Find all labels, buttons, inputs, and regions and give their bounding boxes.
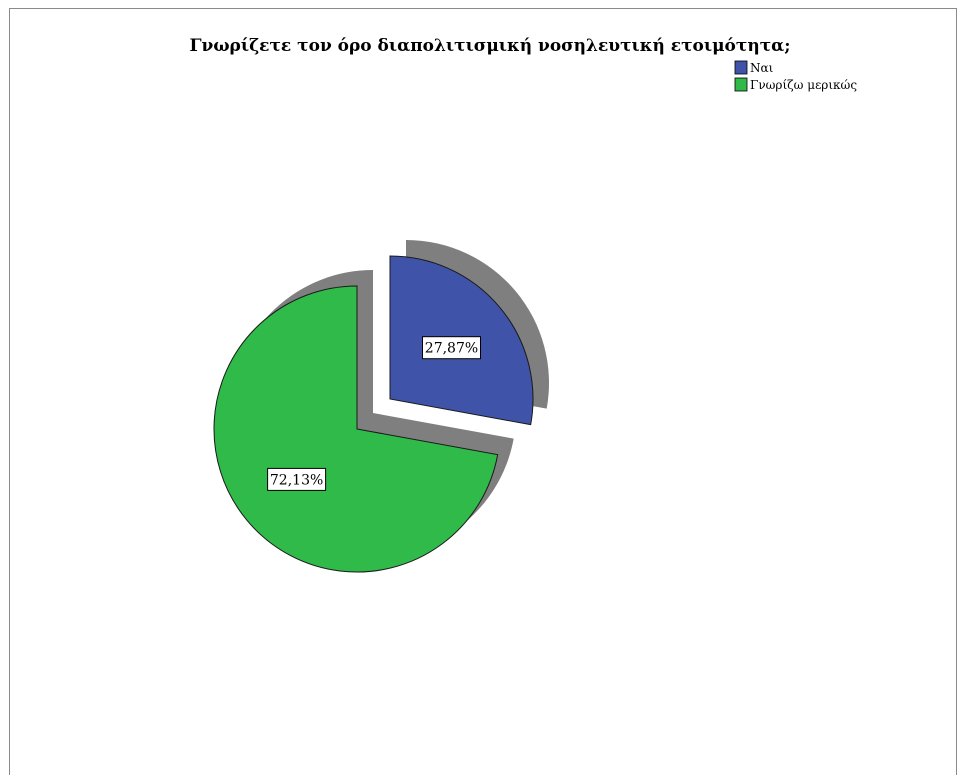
data-label-text-1: 72,13% [270,472,323,488]
data-label-text-0: 27,87% [425,341,478,357]
legend-swatch-nai [734,60,748,75]
legend: Ναι Γνωρίζω μερικώς [734,60,857,92]
legend-label-nai: Ναι [750,61,774,75]
data-label-box-1 [267,467,327,491]
chart-title: Γνωρίζετε τον όρο διαπολιτισμική νοσηλευ… [189,36,790,56]
pie-slice-1 [213,285,499,573]
legend-swatch-gnorizo-merikos [734,77,748,92]
data-label-0: 27,87% [422,336,481,360]
legend-label-gnorizo-merikos: Γνωρίζω μερικώς [750,78,857,92]
data-labels: 27,87% 72,13% [267,336,481,491]
data-label-box-0 [422,336,481,360]
data-label-1: 72,13% [267,467,327,491]
